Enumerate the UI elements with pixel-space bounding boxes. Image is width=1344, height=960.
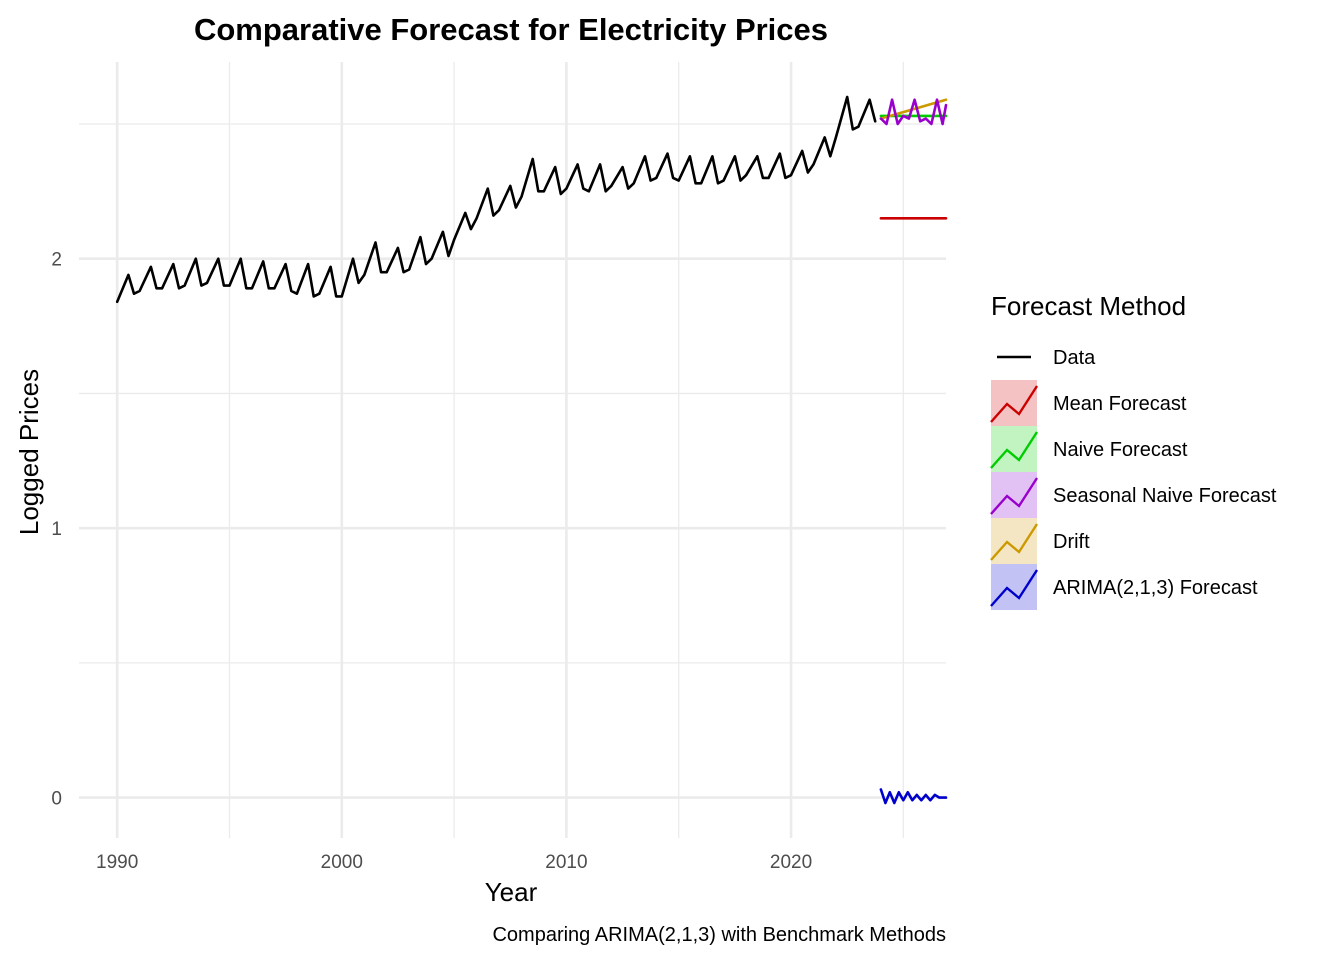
y-tick-label: 2 (51, 250, 62, 271)
legend-item-seasonal-naive-forecast: Seasonal Naive Forecast (990, 472, 1277, 518)
legend-key-fill (991, 472, 1037, 518)
series-line-arima-2-1-3-forecast (879, 788, 948, 805)
legend-key-line (990, 431, 1039, 469)
x-tick-label: 2010 (545, 852, 587, 873)
legend-item-drift: Drift (990, 518, 1090, 564)
y-axis-ticks: 0 1 2 (51, 250, 62, 810)
legend-label: Naive Forecast (1053, 439, 1188, 461)
legend-title: Forecast Method (991, 291, 1186, 321)
legend-label: ARIMA(2,1,3) Forecast (1053, 577, 1258, 599)
legend-key-fill (991, 426, 1037, 472)
y-tick-label: 0 (51, 789, 62, 810)
series-line-data (115, 95, 877, 304)
legend-key-fill (991, 518, 1037, 564)
y-tick-label: 1 (51, 519, 62, 540)
legend-item-data: Data (997, 347, 1096, 369)
legend-key-line (990, 523, 1039, 561)
chart-caption: Comparing ARIMA(2,1,3) with Benchmark Me… (492, 924, 946, 946)
x-tick-label: 2020 (770, 852, 812, 873)
legend-item-mean-forecast: Mean Forecast (990, 380, 1187, 426)
legend: Forecast Method Data Mean Forecast Naive F… (990, 291, 1277, 610)
legend-key-line (990, 385, 1039, 423)
legend-label: Seasonal Naive Forecast (1053, 485, 1277, 507)
legend-key-line (990, 477, 1039, 515)
chart-title: Comparative Forecast for Electricity Pri… (194, 12, 828, 47)
legend-item-arima-2-1-3-forecast: ARIMA(2,1,3) Forecast (990, 564, 1258, 610)
legend-key-line (990, 569, 1039, 607)
legend-label: Drift (1053, 531, 1090, 553)
legend-key-fill (991, 564, 1037, 610)
plot-series (115, 95, 948, 805)
plot-grid (79, 62, 946, 838)
x-axis-ticks: 1990 2000 2010 2020 (96, 852, 812, 873)
x-tick-label: 1990 (96, 852, 138, 873)
y-axis-title: Logged Prices (14, 369, 44, 535)
legend-item-naive-forecast: Naive Forecast (990, 426, 1188, 472)
legend-key-fill (991, 380, 1037, 426)
series-line-seasonal-naive-forecast (879, 98, 948, 126)
legend-label: Mean Forecast (1053, 393, 1187, 415)
x-tick-label: 2000 (321, 852, 363, 873)
x-axis-title: Year (485, 877, 538, 907)
legend-label: Data (1053, 347, 1096, 369)
